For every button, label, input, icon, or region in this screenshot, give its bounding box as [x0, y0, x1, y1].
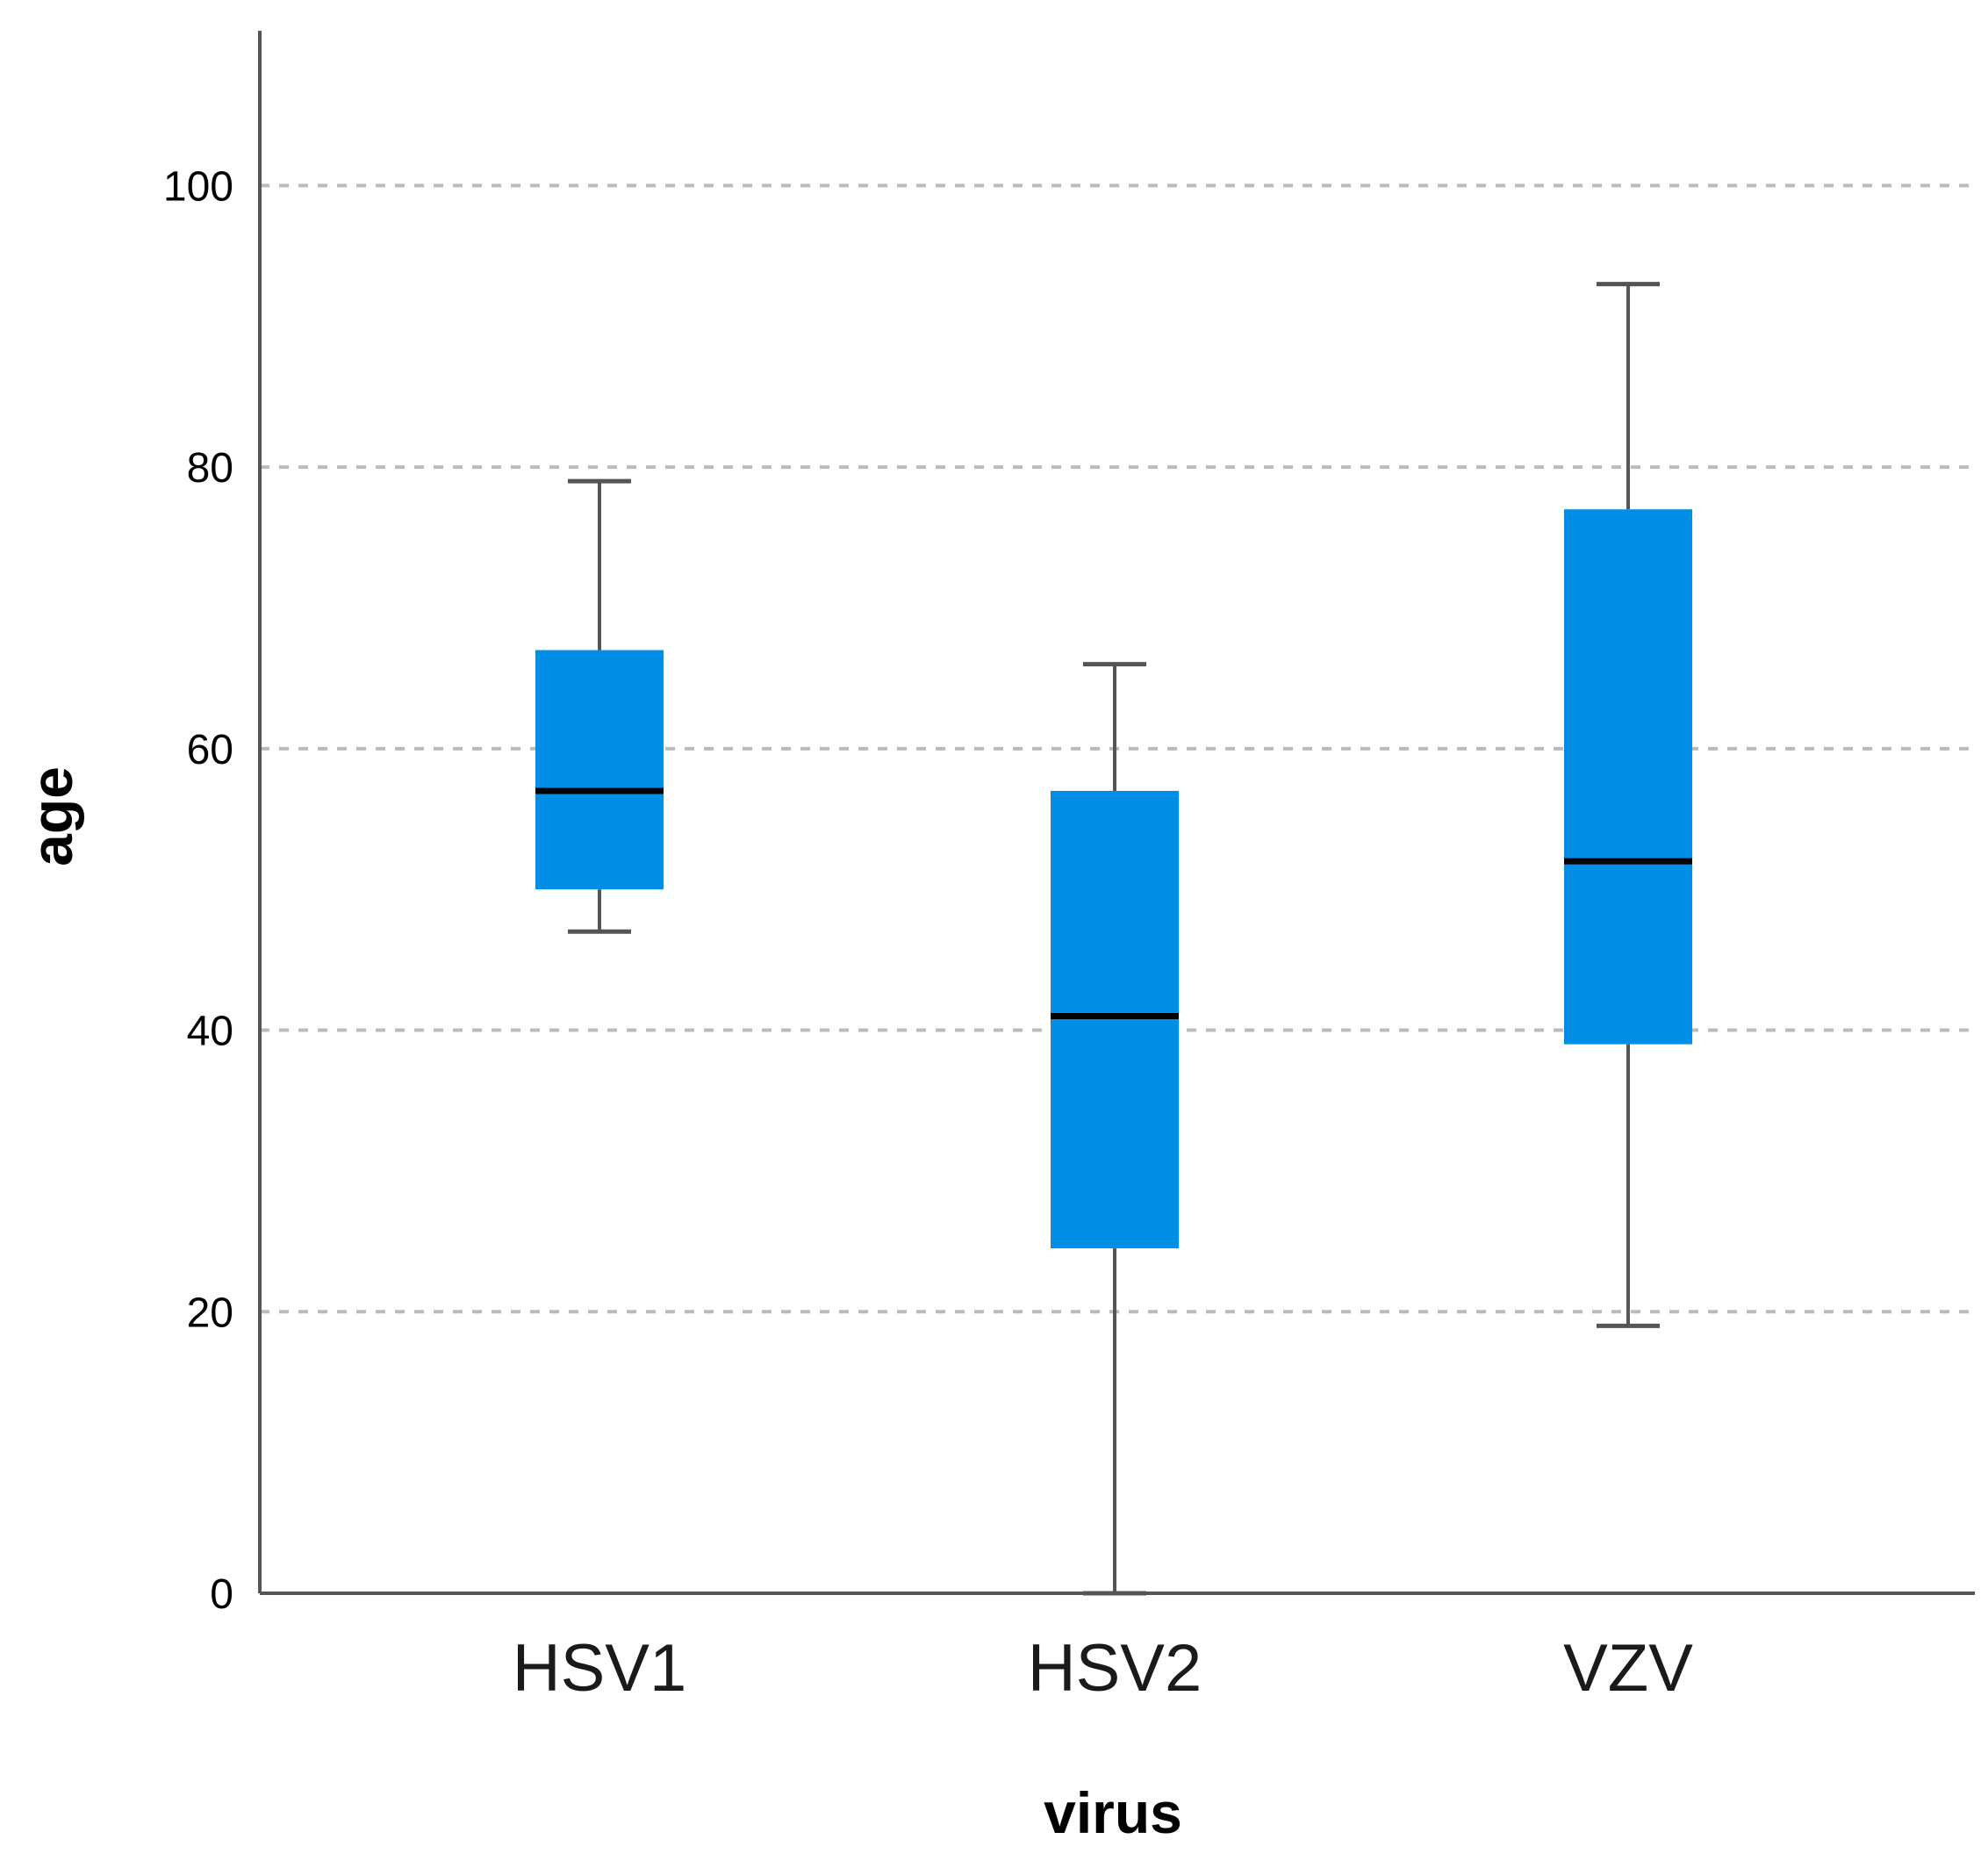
y-tick-labels: 0 20 40 60 80 100: [163, 163, 233, 1618]
y-tick-label-40: 40: [187, 1009, 233, 1055]
box-group-hsv2: [1051, 662, 1179, 1596]
iqr-box: [1051, 790, 1179, 1249]
x-category-label-hsv2: HSV2: [1028, 1631, 1202, 1706]
y-tick-label-100: 100: [163, 163, 233, 210]
x-category-label-hsv1: HSV1: [513, 1631, 687, 1706]
boxes: [535, 282, 1692, 1596]
y-tick-label-0: 0: [210, 1571, 233, 1618]
y-tick-label-20: 20: [187, 1290, 233, 1336]
axes: [258, 31, 1975, 1595]
iqr-box: [1564, 509, 1692, 1045]
y-tick-label-60: 60: [187, 727, 233, 773]
box-group-vzv: [1564, 282, 1692, 1328]
iqr-box: [535, 650, 664, 890]
y-tick-label-80: 80: [187, 445, 233, 492]
x-axis-title: virus: [1044, 1780, 1182, 1845]
box-group-hsv1: [535, 478, 664, 934]
x-category-labels: HSV1 HSV2 VZV: [513, 1631, 1693, 1706]
y-axis-title: age: [19, 766, 84, 866]
x-category-label-vzv: VZV: [1563, 1631, 1693, 1706]
